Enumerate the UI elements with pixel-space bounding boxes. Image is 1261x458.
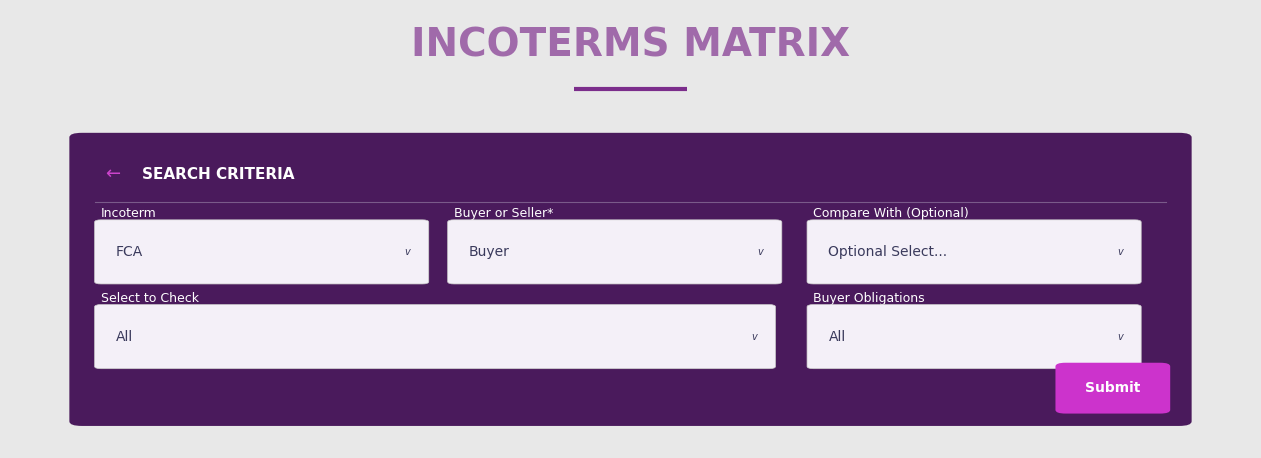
FancyBboxPatch shape <box>69 133 1192 426</box>
FancyBboxPatch shape <box>95 305 776 369</box>
Text: SEARCH CRITERIA: SEARCH CRITERIA <box>142 167 295 181</box>
Text: All: All <box>116 330 134 344</box>
Text: Select to Check: Select to Check <box>101 292 199 305</box>
Text: v: v <box>1117 247 1122 257</box>
FancyBboxPatch shape <box>448 220 782 284</box>
Text: Buyer: Buyer <box>469 245 509 259</box>
Text: FCA: FCA <box>116 245 144 259</box>
Text: Buyer Obligations: Buyer Obligations <box>813 292 926 305</box>
Text: Incoterm: Incoterm <box>101 207 156 220</box>
Text: v: v <box>405 247 410 257</box>
Text: Optional Select...: Optional Select... <box>828 245 947 259</box>
Text: v: v <box>758 247 763 257</box>
Text: Submit: Submit <box>1086 381 1140 395</box>
Text: ←: ← <box>105 165 120 183</box>
Text: v: v <box>752 332 757 342</box>
FancyBboxPatch shape <box>95 220 429 284</box>
FancyBboxPatch shape <box>807 305 1141 369</box>
Text: All: All <box>828 330 846 344</box>
Text: Compare With (Optional): Compare With (Optional) <box>813 207 970 220</box>
Text: INCOTERMS MATRIX: INCOTERMS MATRIX <box>411 27 850 65</box>
FancyBboxPatch shape <box>1055 363 1170 414</box>
FancyBboxPatch shape <box>807 220 1141 284</box>
Text: Buyer or Seller*: Buyer or Seller* <box>454 207 554 220</box>
Text: v: v <box>1117 332 1122 342</box>
